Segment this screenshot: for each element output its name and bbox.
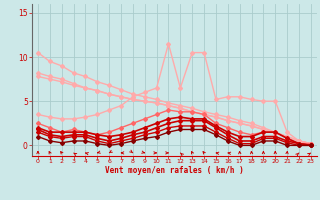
X-axis label: Vent moyen/en rafales ( km/h ): Vent moyen/en rafales ( km/h ) — [105, 166, 244, 175]
